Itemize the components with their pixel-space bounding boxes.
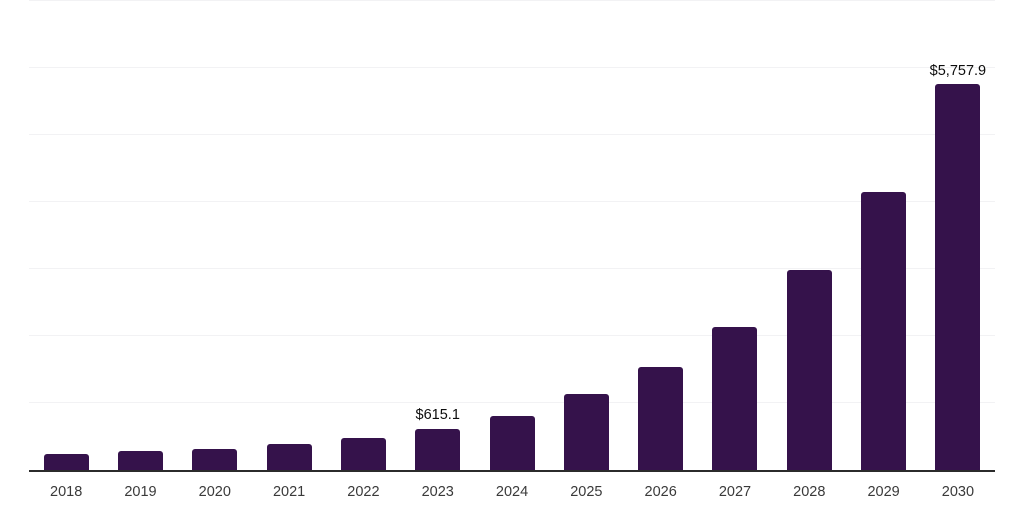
gridline-5000 [29, 134, 995, 135]
bars-container: $615.1 $5,757.9 [29, 1, 995, 470]
x-tick-label-2019: 2019 [124, 484, 157, 500]
bar-2030 [935, 84, 981, 470]
x-tick-label-2021: 2021 [272, 484, 306, 500]
bar-2025 [563, 394, 609, 470]
x-tick-label-2030: 2030 [941, 484, 975, 500]
bar-2023 [415, 428, 461, 470]
x-tick-label-2026: 2026 [644, 484, 677, 500]
bar-column-2027 [698, 1, 772, 470]
bar-column-2019 [103, 1, 177, 470]
bar-column-2028 [772, 1, 846, 470]
x-axis-line [29, 470, 995, 472]
bar-2020 [192, 448, 238, 470]
bar-2018 [43, 454, 89, 470]
bar-2027 [712, 326, 758, 470]
bar-column-2030: $5,757.9 [921, 1, 995, 470]
bar-2024 [489, 416, 535, 470]
x-tick-label-2023: 2023 [421, 484, 454, 500]
x-axis-tick-labels: 2018 2019 2020 2021 2022 2023 2024 2025 2026 2027… [29, 484, 995, 501]
plot-area: $615.1 $5,757.9 [29, 0, 995, 472]
bar-column-2026 [624, 1, 698, 470]
bar-column-2022 [326, 1, 400, 470]
bar-column-2024 [475, 1, 549, 470]
x-tick-label-2028: 2028 [793, 484, 826, 500]
gridline-2000 [29, 335, 995, 336]
x-tick-label-2018: 2018 [50, 484, 83, 500]
gridlines [29, 0, 995, 470]
gridline-1000 [29, 402, 995, 403]
x-tick-label-2025: 2025 [570, 484, 603, 500]
x-tick-label-2029: 2029 [867, 484, 900, 500]
gridline-4000 [29, 201, 995, 202]
bar-column-2021 [252, 1, 326, 470]
x-tick-label-2022: 2022 [347, 484, 380, 500]
x-tick-label-2020: 2020 [198, 484, 231, 500]
bar-2021 [266, 443, 312, 470]
gridline-3000 [29, 268, 995, 269]
bar-column-2025 [549, 1, 623, 470]
bar-2022 [340, 437, 386, 470]
bar-column-2020 [178, 1, 252, 470]
bar-2028 [786, 269, 832, 470]
bar-column-2018 [29, 1, 103, 470]
bar-2026 [638, 366, 684, 470]
bar-2029 [861, 191, 907, 470]
bar-2019 [117, 451, 163, 470]
gridline-6000 [29, 67, 995, 68]
bar-column-2023: $615.1 [401, 1, 475, 470]
bar-column-2029 [846, 1, 920, 470]
bar-value-label-2023: $615.1 [415, 407, 460, 424]
gridline-7000 [29, 0, 995, 1]
bar-value-label-2030: $5,757.9 [929, 62, 987, 79]
x-tick-label-2024: 2024 [495, 484, 529, 500]
x-tick-label-2027: 2027 [718, 484, 752, 500]
